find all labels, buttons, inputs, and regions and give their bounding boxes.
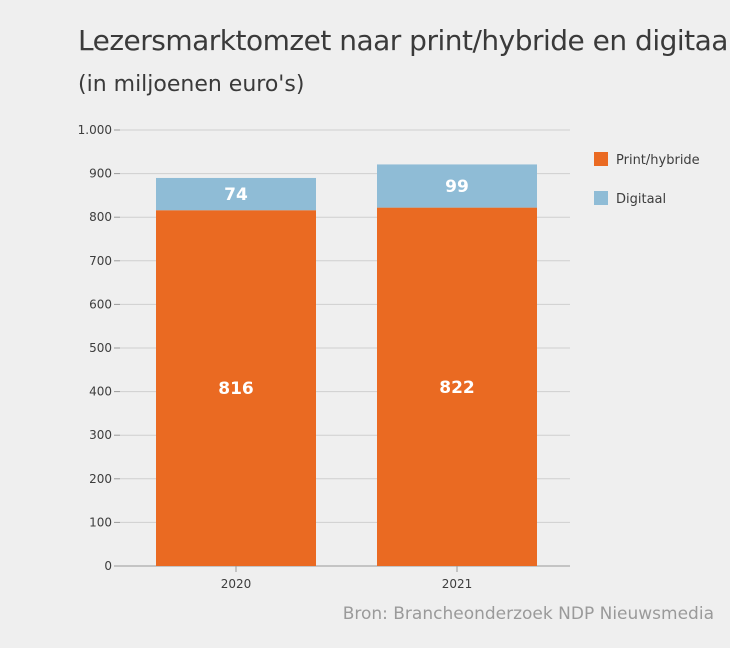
y-tick-label: 1.000: [78, 123, 112, 137]
y-tick-label: 700: [89, 254, 112, 268]
legend-label: Print/hybride: [616, 153, 700, 168]
bar-print-hybride-2020: [156, 210, 316, 566]
legend-label: Digitaal: [616, 192, 666, 207]
chart-subtitle: (in miljoenen euro's): [78, 72, 305, 97]
y-tick-label: 600: [89, 297, 112, 311]
legend-swatch: [594, 191, 608, 205]
y-tick-label: 500: [89, 341, 112, 355]
y-tick-label: 900: [89, 167, 112, 181]
chart-title: Lezersmarktomzet naar print/hybride en d…: [78, 24, 730, 57]
y-tick-label: 200: [89, 472, 112, 486]
y-tick-label: 800: [89, 210, 112, 224]
y-tick-label: 100: [89, 515, 112, 529]
x-tick-label: 2021: [442, 577, 473, 591]
data-label: 816: [218, 379, 254, 399]
y-tick-label: 0: [104, 559, 112, 573]
x-tick-label: 2020: [221, 577, 252, 591]
legend-swatch: [594, 152, 608, 166]
data-label: 99: [445, 177, 469, 197]
bar-print-hybride-2021: [377, 207, 537, 566]
bar-digitaal-2020: [156, 177, 316, 211]
data-label: 822: [439, 378, 475, 398]
y-tick-label: 400: [89, 385, 112, 399]
bar-digitaal-2021: [377, 164, 537, 208]
y-tick-label: 300: [89, 428, 112, 442]
data-label: 74: [224, 185, 248, 205]
source-note: Bron: Brancheonderzoek NDP Nieuwsmedia: [342, 604, 714, 624]
